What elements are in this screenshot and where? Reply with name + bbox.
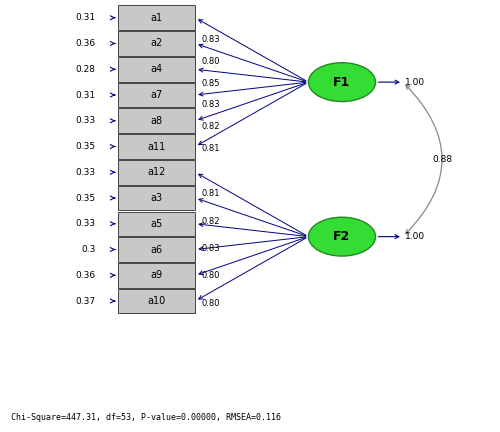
Text: 0.81: 0.81 <box>202 189 220 198</box>
Text: a11: a11 <box>148 142 166 152</box>
Text: a10: a10 <box>148 296 166 306</box>
Ellipse shape <box>308 63 376 102</box>
Text: F2: F2 <box>334 230 350 243</box>
Text: a6: a6 <box>150 245 163 254</box>
Text: 0.83: 0.83 <box>202 35 220 44</box>
Text: 0.85: 0.85 <box>202 79 220 88</box>
Text: 0.28: 0.28 <box>76 65 96 74</box>
Text: 0.3: 0.3 <box>81 245 96 254</box>
Text: 0.33: 0.33 <box>75 168 96 177</box>
Text: 0.80: 0.80 <box>202 299 220 308</box>
Text: 0.80: 0.80 <box>202 57 220 66</box>
FancyBboxPatch shape <box>118 212 196 236</box>
FancyBboxPatch shape <box>118 108 196 133</box>
Text: a8: a8 <box>150 116 163 126</box>
Text: a1: a1 <box>150 13 163 23</box>
Text: 0.80: 0.80 <box>202 271 220 280</box>
Text: 0.37: 0.37 <box>75 296 96 305</box>
Text: 0.81: 0.81 <box>202 144 220 153</box>
Text: 0.35: 0.35 <box>75 194 96 203</box>
Text: a12: a12 <box>148 167 166 177</box>
FancyBboxPatch shape <box>118 186 196 210</box>
FancyBboxPatch shape <box>118 289 196 313</box>
Text: 1.00: 1.00 <box>406 78 425 87</box>
FancyBboxPatch shape <box>118 6 196 30</box>
Text: 0.82: 0.82 <box>202 217 220 226</box>
FancyBboxPatch shape <box>118 263 196 288</box>
Text: a2: a2 <box>150 38 163 48</box>
Text: 0.83: 0.83 <box>202 244 220 253</box>
Text: 0.83: 0.83 <box>202 100 220 109</box>
Text: F1: F1 <box>334 76 350 89</box>
FancyBboxPatch shape <box>118 160 196 184</box>
Text: a5: a5 <box>150 219 163 229</box>
Text: a9: a9 <box>150 270 163 280</box>
FancyBboxPatch shape <box>118 134 196 159</box>
Text: 0.35: 0.35 <box>75 142 96 151</box>
FancyBboxPatch shape <box>118 57 196 82</box>
FancyBboxPatch shape <box>118 237 196 262</box>
Text: 0.88: 0.88 <box>432 155 453 164</box>
Text: 0.31: 0.31 <box>75 13 96 22</box>
Text: a4: a4 <box>150 64 163 74</box>
FancyBboxPatch shape <box>118 83 196 107</box>
FancyArrowPatch shape <box>406 85 442 234</box>
Text: Chi-Square=447.31, df=53, P-value=0.00000, RMSEA=0.116: Chi-Square=447.31, df=53, P-value=0.0000… <box>12 413 281 422</box>
Ellipse shape <box>308 217 376 256</box>
Text: 0.36: 0.36 <box>75 39 96 48</box>
Text: 0.33: 0.33 <box>75 219 96 228</box>
Text: 0.36: 0.36 <box>75 271 96 280</box>
Text: 1.00: 1.00 <box>406 232 425 241</box>
Text: 0.33: 0.33 <box>75 116 96 125</box>
FancyBboxPatch shape <box>118 31 196 56</box>
Text: 0.31: 0.31 <box>75 90 96 99</box>
Text: a7: a7 <box>150 90 163 100</box>
Text: a3: a3 <box>150 193 163 203</box>
Text: 0.82: 0.82 <box>202 122 220 131</box>
